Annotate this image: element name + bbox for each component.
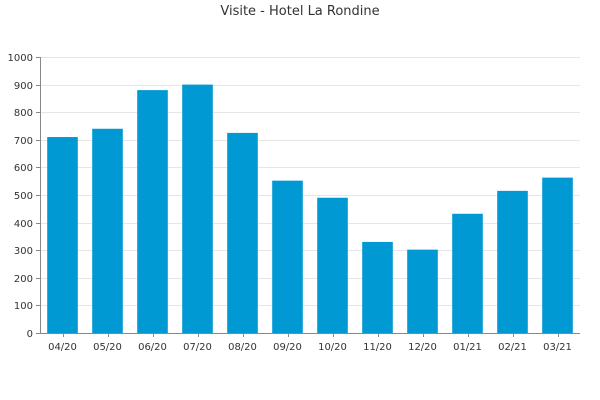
y-tick-label: 500 (14, 191, 33, 202)
y-tick-label: 0 (27, 329, 33, 340)
y-tick-label: 600 (14, 163, 33, 174)
bar-04-20 (47, 137, 78, 333)
bar-05-20 (92, 128, 123, 333)
bar-09-20 (272, 180, 303, 333)
bar-06-20 (137, 90, 168, 334)
x-tick-label: 07/20 (183, 342, 212, 353)
y-tick-label: 1000 (8, 53, 33, 64)
x-tick-label: 05/20 (93, 342, 122, 353)
bar-10-20 (317, 197, 348, 333)
bar-11-20 (362, 241, 393, 333)
x-tick-label: 03/21 (543, 342, 572, 353)
axes (40, 57, 580, 334)
gridlines (40, 57, 580, 306)
bar-01-21 (452, 213, 483, 333)
y-tick-label: 900 (14, 81, 33, 92)
chart-title: Visite - Hotel La Rondine (220, 4, 379, 19)
bar-02-21 (497, 190, 528, 333)
x-tick-label: 09/20 (273, 342, 302, 353)
y-tick-label: 400 (14, 219, 33, 230)
bar-08-20 (227, 132, 258, 333)
x-tick-label: 01/21 (453, 342, 482, 353)
y-tick-label: 300 (14, 246, 33, 257)
y-tick-label: 200 (14, 274, 33, 285)
x-tick-label: 10/20 (318, 342, 347, 353)
y-tick-label: 800 (14, 108, 33, 119)
bar-03-21 (542, 177, 573, 333)
x-tick-label: 11/20 (363, 342, 392, 353)
bar-12-20 (407, 249, 438, 333)
x-tick-label: 04/20 (48, 342, 77, 353)
x-tick-label: 12/20 (408, 342, 437, 353)
y-tick-label: 100 (14, 301, 33, 312)
x-tick-label: 02/21 (498, 342, 527, 353)
x-tick-label: 08/20 (228, 342, 257, 353)
y-axis-ticks: 0 100 200 300 400 500 600 700 800 900 1000 (8, 53, 40, 340)
bars (47, 84, 573, 334)
y-tick-label: 700 (14, 136, 33, 147)
x-axis-ticks: 04/20 05/20 06/20 07/20 08/20 09/20 10/20 11/20… (48, 333, 572, 353)
x-tick-label: 06/20 (138, 342, 167, 353)
bar-07-20 (182, 84, 213, 333)
